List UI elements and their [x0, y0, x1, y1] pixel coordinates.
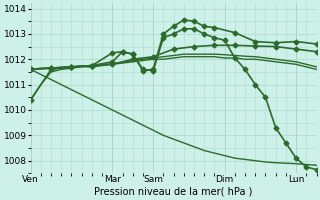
X-axis label: Pression niveau de la mer( hPa ): Pression niveau de la mer( hPa )	[94, 187, 253, 197]
